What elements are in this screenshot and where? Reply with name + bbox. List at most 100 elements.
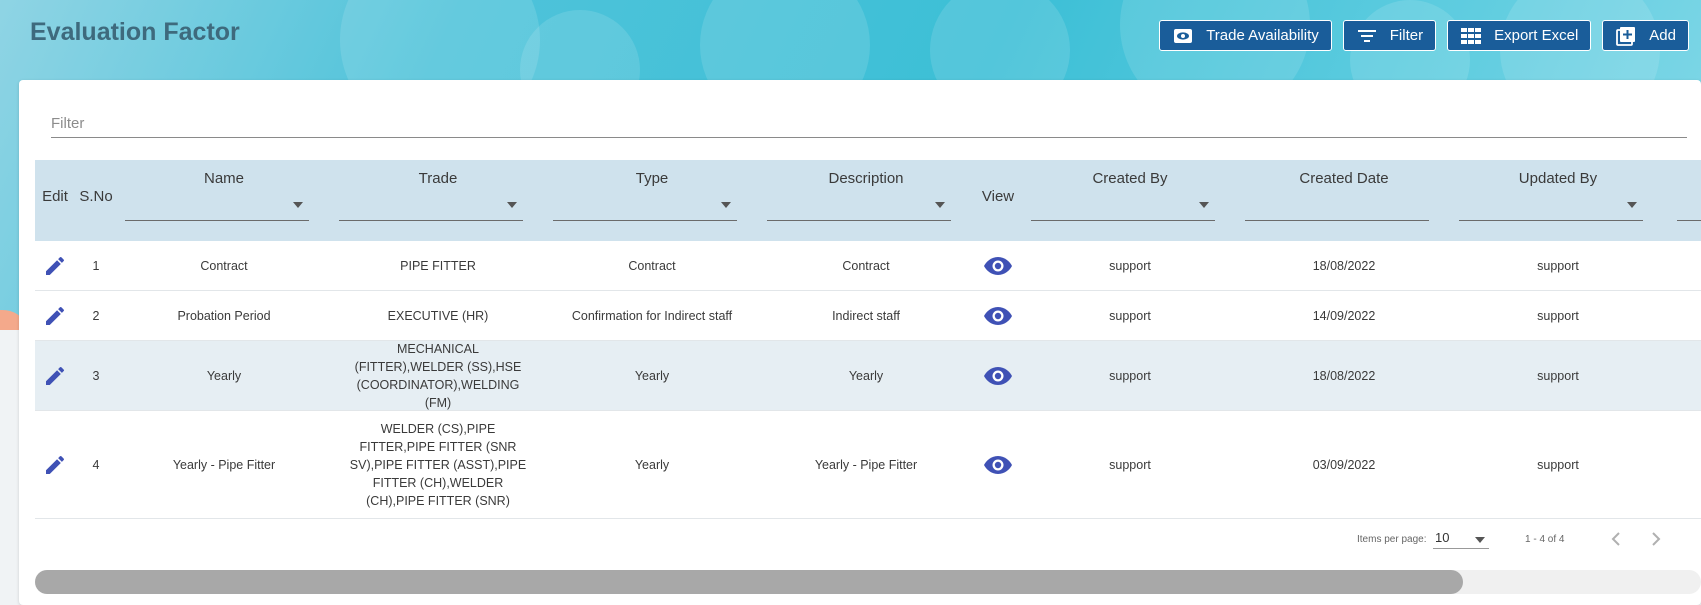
table-row: 4 Yearly - Pipe Fitter WELDER (CS),PIPE …	[35, 411, 1701, 519]
chevron-left-icon	[1611, 532, 1620, 546]
view-button[interactable]	[973, 365, 1023, 387]
created-date-filter-input[interactable]	[1245, 220, 1429, 221]
cell-description: Yearly - Pipe Fitter	[814, 457, 918, 472]
cell-type: Confirmation for Indirect staff	[571, 308, 733, 323]
table-row: 1 Contract PIPE FITTER Contract Contract…	[35, 241, 1701, 291]
header-created-date: Created Date	[1237, 160, 1451, 241]
header-edit: Edit	[42, 188, 68, 205]
eye-icon	[984, 455, 1012, 474]
type-filter-select[interactable]	[553, 220, 737, 221]
paginator: Items per page: 10 1 - 4 of 4	[19, 517, 1701, 557]
cell-sno: 3	[92, 368, 100, 383]
add-button[interactable]: Add	[1602, 20, 1689, 51]
chevron-down-icon[interactable]	[1199, 202, 1209, 208]
cell-description: Indirect staff	[832, 308, 900, 323]
cell-sno: 4	[92, 457, 100, 472]
header-updated-by: Updated By	[1451, 160, 1665, 241]
trade-filter-select[interactable]	[339, 220, 523, 221]
add-box-icon	[1615, 26, 1637, 46]
table-header-row: Edit S.No Name Trade Type Description Vi…	[35, 160, 1701, 241]
chevron-down-icon[interactable]	[935, 202, 945, 208]
page-header: Evaluation Factor Trade Availability Fil…	[0, 0, 1701, 80]
cell-name: Contract	[200, 258, 248, 273]
overflow-filter-select[interactable]	[1677, 220, 1701, 221]
chevron-down-icon[interactable]	[293, 202, 303, 208]
items-per-page-label: Items per page:	[1357, 534, 1427, 545]
cell-updated-by: support	[1537, 368, 1579, 383]
edit-button[interactable]	[35, 254, 75, 278]
cell-name: Yearly - Pipe Fitter	[172, 457, 276, 472]
header-overflow	[1665, 160, 1701, 241]
add-label: Add	[1649, 27, 1676, 44]
page-size-select[interactable]: 10	[1433, 529, 1489, 549]
view-button[interactable]	[973, 454, 1023, 476]
grid-icon	[1460, 26, 1482, 46]
pencil-icon	[46, 306, 65, 325]
scrollbar-thumb[interactable]	[35, 570, 1463, 594]
created-by-filter-select[interactable]	[1031, 220, 1215, 221]
view-button[interactable]	[973, 255, 1023, 277]
filter-icon	[1356, 26, 1378, 46]
cell-trade: WELDER (CS),PIPE FITTER,PIPE FITTER (SNR…	[349, 421, 527, 508]
edit-button[interactable]	[35, 364, 75, 388]
cell-trade: PIPE FITTER	[400, 258, 476, 273]
cell-type: Yearly	[634, 368, 670, 383]
pencil-icon	[46, 256, 65, 275]
table-card: Edit S.No Name Trade Type Description Vi…	[19, 80, 1701, 605]
cell-updated-by: support	[1537, 308, 1579, 323]
filter-button[interactable]: Filter	[1342, 20, 1437, 51]
cell-description: Contract	[842, 258, 890, 273]
previous-page-button[interactable]	[1604, 527, 1628, 551]
updated-by-filter-select[interactable]	[1459, 220, 1643, 221]
header-sno: S.No	[79, 188, 113, 205]
header-created-by: Created By	[1023, 160, 1237, 241]
eye-icon	[984, 366, 1012, 385]
cell-sno: 1	[92, 258, 100, 273]
pencil-icon	[46, 366, 65, 385]
edit-button[interactable]	[35, 304, 75, 328]
evaluation-factor-table: Edit S.No Name Trade Type Description Vi…	[35, 160, 1701, 519]
cell-description: Yearly	[848, 368, 884, 383]
chevron-down-icon	[1475, 537, 1485, 543]
header-type: Type	[545, 160, 759, 241]
page-range-label: 1 - 4 of 4	[1525, 534, 1565, 545]
chevron-down-icon[interactable]	[1627, 202, 1637, 208]
header-name: Name	[117, 160, 331, 241]
toolbar: Trade Availability Filter Export Excel A…	[1159, 20, 1689, 51]
name-filter-select[interactable]	[125, 220, 309, 221]
cell-created-by: support	[1109, 308, 1151, 323]
chevron-down-icon[interactable]	[721, 202, 731, 208]
cell-created-date: 18/08/2022	[1312, 258, 1376, 273]
cell-created-date: 03/09/2022	[1312, 457, 1376, 472]
description-filter-select[interactable]	[767, 220, 951, 221]
view-button[interactable]	[973, 305, 1023, 327]
filter-button-label: Filter	[1389, 27, 1424, 44]
cell-created-date: 18/08/2022	[1312, 368, 1376, 383]
cell-created-by: support	[1109, 368, 1151, 383]
table-row: 2 Probation Period EXECUTIVE (HR) Confir…	[35, 291, 1701, 341]
export-excel-button[interactable]: Export Excel	[1447, 20, 1592, 51]
next-page-button[interactable]	[1644, 527, 1668, 551]
horizontal-scrollbar[interactable]	[35, 570, 1701, 594]
cell-name: Probation Period	[177, 308, 271, 323]
table-row: 3 Yearly MECHANICAL (FITTER),WELDER (SS)…	[35, 341, 1701, 411]
cell-created-date: 14/09/2022	[1312, 308, 1376, 323]
filter-field	[51, 110, 1687, 138]
page-size-value: 10	[1435, 530, 1450, 545]
trade-availability-button[interactable]: Trade Availability	[1159, 20, 1332, 51]
chevron-down-icon[interactable]	[507, 202, 517, 208]
export-excel-label: Export Excel	[1494, 27, 1579, 44]
header-trade: Trade	[331, 160, 545, 241]
edit-button[interactable]	[35, 453, 75, 477]
monitor-eye-icon	[1172, 26, 1194, 46]
cell-trade: MECHANICAL (FITTER),WELDER (SS),HSE (COO…	[354, 341, 522, 410]
filter-input[interactable]	[51, 110, 1687, 136]
cell-name: Yearly	[206, 368, 242, 383]
cell-updated-by: support	[1537, 258, 1579, 273]
cell-created-by: support	[1109, 258, 1151, 273]
header-description: Description	[759, 160, 973, 241]
trade-availability-label: Trade Availability	[1206, 27, 1319, 44]
cell-type: Contract	[628, 258, 676, 273]
pencil-icon	[46, 455, 65, 474]
chevron-right-icon	[1652, 532, 1661, 546]
